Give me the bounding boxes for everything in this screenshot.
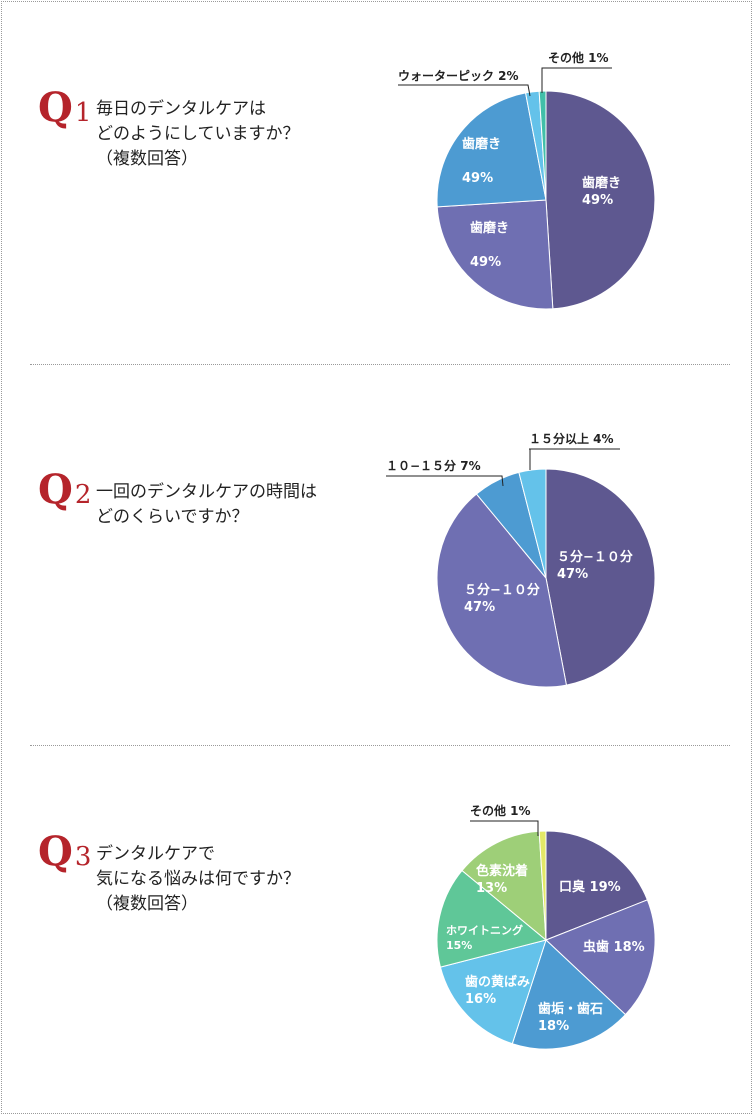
question-3-line-2: 気になる悩みは何ですか？ — [96, 869, 300, 889]
question-2-label: Q2 — [38, 466, 91, 513]
chart-1-leader-line-1 — [398, 84, 531, 97]
chart-1-label-2-line-1: 歯磨き — [470, 220, 509, 236]
chart-1-leader-line-2 — [541, 67, 612, 93]
question-1-label: Q1 — [38, 84, 91, 131]
chart-2-slice-1 — [545, 468, 656, 686]
chart-2-label-2-value: 47% — [464, 600, 495, 615]
question-1-line-3: （複数回答） — [96, 149, 198, 169]
chart-2-callout-1: １０−１５分 7% — [386, 458, 481, 473]
chart-1-slice-5 — [538, 90, 547, 201]
chart-3-slice-3 — [511, 939, 627, 1050]
chart-2-slice-4 — [518, 468, 547, 579]
question-2-letter: Q — [38, 466, 73, 513]
chart-3-slice-2 — [545, 899, 656, 1016]
section-divider-1 — [30, 364, 730, 365]
question-3-number: 3 — [74, 842, 92, 872]
chart-2-leader-line-1 — [386, 475, 504, 487]
chart-3-slice-7 — [538, 830, 547, 941]
chart-3-slice-5 — [436, 869, 548, 968]
chart-3-label-5-value: 15% — [446, 939, 472, 952]
chart-3-label-3-name: 歯垢・歯石 — [538, 1001, 603, 1017]
question-2-line-2: どのくらいですか？ — [96, 507, 249, 527]
chart-2-label-1-name: ５分−１０分 — [557, 549, 633, 565]
chart-3-slice-1 — [545, 830, 648, 941]
chart-3-label-4-value: 16% — [465, 992, 496, 1007]
chart-3-label-5-name: ホワイトニング — [446, 923, 523, 937]
chart-1-label-1-value: 49% — [582, 193, 613, 208]
chart-3-label-3-value: 18% — [538, 1019, 569, 1034]
question-2-line-1: 一回のデンタルケアの時間は — [96, 482, 317, 502]
chart-3-slice-6 — [461, 830, 547, 942]
chart-2-leader-line-2 — [529, 448, 620, 470]
chart-3-leader-line-1 — [470, 820, 539, 836]
question-1-line-1: 毎日のデンタルケアは — [96, 99, 266, 119]
chart-1-slice-1 — [545, 90, 656, 310]
question-1-text: 毎日のデンタルケアは どのようにしていますか？ （複数回答） — [96, 97, 300, 172]
chart-3-label-4-name: 歯の黄ばみ — [465, 974, 530, 990]
chart-1-label-3-line-1: 歯磨き — [462, 136, 501, 152]
chart-3-callout-1: その他 1% — [470, 803, 531, 818]
question-1-letter: Q — [38, 84, 73, 131]
chart-1-callout-1: ウォーターピック 2% — [398, 69, 519, 83]
question-3-line-3: （複数回答） — [96, 894, 198, 914]
question-3-line-1: デンタルケアで — [96, 844, 215, 864]
chart-1-label-2-value: 49% — [470, 255, 501, 270]
chart-3-label-1: 口臭 19% — [559, 879, 621, 895]
question-2-text: 一回のデンタルケアの時間は どのくらいですか？ — [96, 480, 317, 530]
chart-3-label-6-value: 13% — [476, 881, 507, 896]
chart-1-callout-2: その他 1% — [548, 50, 609, 65]
question-3-label: Q3 — [38, 828, 91, 875]
chart-2-callout-2: １５分以上 4% — [529, 431, 614, 446]
chart-1-label-3-value: 49% — [462, 171, 493, 186]
chart-1-label-1-name: 歯磨き — [582, 175, 621, 191]
section-divider-2 — [30, 745, 730, 746]
chart-2-slice-2 — [436, 493, 568, 688]
chart-1-slice-3 — [436, 92, 547, 208]
chart-2-label-2-name: ５分−１０分 — [464, 582, 540, 598]
chart-1-slice-2 — [436, 199, 554, 310]
question-3-letter: Q — [38, 828, 73, 875]
question-3-text: デンタルケアで 気になる悩みは何ですか？ （複数回答） — [96, 842, 300, 917]
question-2-number: 2 — [74, 480, 92, 510]
chart-3-label-2: 虫歯 18% — [583, 939, 645, 955]
chart-2-label-1-value: 47% — [557, 567, 588, 582]
question-1-number: 1 — [74, 98, 92, 128]
chart-3-label-6-name: 色素沈着 — [476, 863, 528, 879]
question-1-line-2: どのようにしていますか？ — [96, 124, 300, 144]
chart-3-slice-4 — [439, 939, 547, 1045]
